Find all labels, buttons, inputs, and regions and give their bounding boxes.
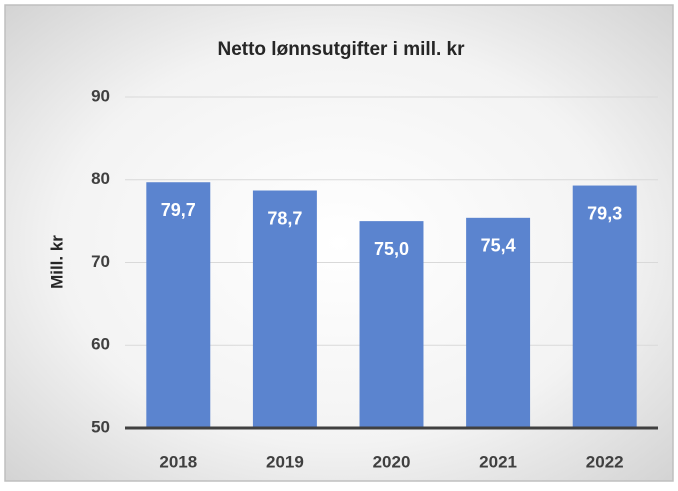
- data-label: 79,7: [161, 200, 196, 220]
- x-tick-label: 2019: [266, 452, 304, 471]
- y-tick-label: 90: [91, 86, 110, 105]
- x-tick-label: 2021: [479, 452, 517, 471]
- y-tick-label: 50: [91, 417, 110, 436]
- x-tick-label: 2018: [159, 452, 197, 471]
- y-tick-label: 80: [91, 169, 110, 188]
- y-tick-label: 60: [91, 335, 110, 354]
- y-axis-label: Mill. kr: [47, 235, 66, 289]
- x-tick-label: 2022: [586, 452, 624, 471]
- x-tick-label: 2020: [373, 452, 411, 471]
- bar: [146, 182, 211, 428]
- bar: [572, 185, 637, 428]
- data-label: 79,3: [587, 203, 622, 223]
- data-label: 78,7: [267, 208, 302, 228]
- bar: [252, 190, 317, 428]
- bar: [359, 221, 424, 428]
- data-label: 75,4: [481, 236, 516, 256]
- y-tick-label: 70: [91, 252, 110, 271]
- chart-background: [4, 4, 674, 482]
- bar: [466, 217, 531, 428]
- data-label: 75,0: [374, 239, 409, 259]
- chart-title: Netto lønnsutgifter i mill. kr: [217, 39, 465, 60]
